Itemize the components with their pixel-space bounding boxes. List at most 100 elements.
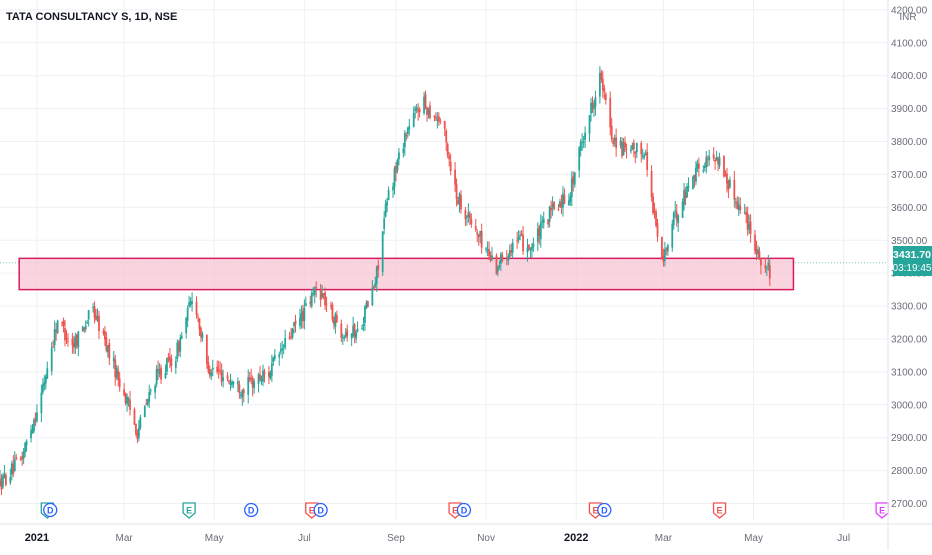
candle bbox=[511, 238, 514, 259]
candle bbox=[548, 205, 551, 228]
candles bbox=[0, 66, 771, 495]
candle-body bbox=[538, 226, 541, 237]
candle-body bbox=[519, 235, 521, 237]
candle bbox=[714, 157, 717, 170]
y-tick-label: 3000.00 bbox=[891, 400, 928, 411]
candle bbox=[263, 368, 266, 383]
candle bbox=[12, 454, 15, 478]
candle bbox=[498, 260, 501, 270]
candle bbox=[259, 365, 261, 382]
candle bbox=[279, 342, 282, 355]
candle-body bbox=[174, 361, 177, 368]
candle bbox=[508, 244, 511, 258]
candle bbox=[343, 335, 346, 342]
candle-body bbox=[282, 345, 285, 347]
dividend-marker: D bbox=[456, 502, 472, 518]
candle bbox=[517, 230, 520, 244]
candle-body bbox=[729, 179, 731, 188]
candle-body bbox=[495, 255, 498, 275]
candle bbox=[655, 208, 657, 228]
candle bbox=[0, 474, 3, 495]
candle bbox=[584, 126, 587, 148]
candle bbox=[278, 351, 281, 366]
candle-body bbox=[207, 361, 210, 372]
candle bbox=[238, 380, 241, 399]
candle-body bbox=[61, 321, 63, 323]
candle bbox=[662, 248, 665, 267]
candle-body bbox=[548, 206, 551, 222]
candle-body bbox=[646, 151, 649, 170]
candle bbox=[44, 373, 47, 390]
candle bbox=[536, 222, 539, 252]
candle bbox=[239, 391, 242, 400]
candle-body bbox=[72, 342, 75, 348]
candle-body bbox=[652, 196, 654, 214]
candle bbox=[335, 310, 338, 324]
candle bbox=[393, 166, 396, 195]
candle bbox=[539, 214, 542, 248]
candle bbox=[71, 332, 74, 354]
candle bbox=[697, 157, 700, 177]
candle-body bbox=[22, 451, 25, 459]
candle bbox=[310, 289, 313, 309]
candle-body bbox=[259, 374, 261, 380]
candle bbox=[696, 159, 699, 173]
candle-body bbox=[392, 186, 394, 191]
candle bbox=[448, 151, 451, 167]
candle-body bbox=[675, 211, 678, 221]
candle bbox=[19, 455, 22, 462]
candle bbox=[166, 357, 168, 375]
candle-body bbox=[609, 97, 612, 128]
candle bbox=[531, 243, 533, 259]
candle-body bbox=[755, 249, 758, 255]
candle-body bbox=[157, 369, 159, 371]
candle bbox=[392, 182, 394, 198]
candle-body bbox=[491, 255, 493, 260]
candle bbox=[319, 283, 322, 307]
candle-body bbox=[106, 345, 109, 352]
candle-body bbox=[41, 384, 44, 393]
candle bbox=[476, 229, 479, 243]
candle bbox=[112, 350, 115, 369]
candle bbox=[344, 328, 347, 339]
candle-body bbox=[331, 304, 334, 320]
candle-body bbox=[551, 204, 554, 208]
candle-body bbox=[208, 369, 211, 375]
candle bbox=[115, 364, 118, 381]
candle-body bbox=[290, 336, 292, 338]
candle-body bbox=[189, 301, 192, 305]
candle bbox=[207, 355, 210, 374]
candle-body bbox=[53, 329, 56, 346]
candle bbox=[567, 193, 570, 206]
candle bbox=[170, 354, 173, 373]
candle-body bbox=[268, 371, 270, 377]
candle-body bbox=[155, 368, 158, 385]
candle bbox=[760, 258, 762, 275]
candle bbox=[578, 146, 581, 178]
candle-body bbox=[508, 250, 511, 257]
candle-body bbox=[684, 192, 687, 199]
candle bbox=[495, 253, 498, 275]
candle-body bbox=[600, 72, 603, 80]
candle bbox=[768, 259, 771, 287]
candle-body bbox=[581, 141, 584, 143]
candle-body bbox=[257, 374, 260, 384]
candle bbox=[765, 266, 768, 276]
candle-body bbox=[247, 377, 250, 395]
candle bbox=[158, 363, 161, 378]
candle bbox=[743, 203, 746, 215]
candle-body bbox=[93, 306, 96, 318]
candle bbox=[414, 105, 417, 119]
candle-body bbox=[129, 399, 131, 410]
candle-body bbox=[498, 265, 501, 267]
candle bbox=[15, 454, 18, 461]
y-tick-label: 2900.00 bbox=[891, 433, 928, 444]
candle-body bbox=[251, 378, 254, 388]
candle-body bbox=[238, 384, 241, 393]
candle-body bbox=[98, 315, 100, 331]
zone-layer bbox=[18, 257, 795, 291]
candle bbox=[197, 313, 199, 323]
candle bbox=[593, 99, 595, 117]
